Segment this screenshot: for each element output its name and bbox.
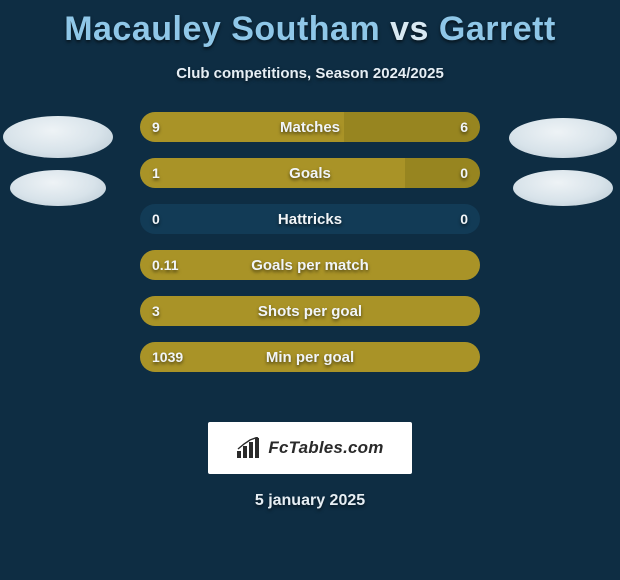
stat-bar-row: 3Shots per goal [140,296,480,326]
silhouette-blob [10,170,106,206]
stat-bar-row: 1039Min per goal [140,342,480,372]
stat-label: Hattricks [140,204,480,234]
player2-silhouette [505,112,620,402]
stat-bar-player2-segment [344,112,480,142]
comparison-arena: 96Matches 10Goals 0 0Hattricks 0.11Goals per… [0,112,620,402]
stat-bar-player1-segment [140,250,480,280]
stat-bar-player1-segment [140,296,480,326]
stat-value-player1: 0 [152,204,160,234]
fctables-logo-icon [236,437,262,459]
stat-bar-row: 0.11Goals per match [140,250,480,280]
snapshot-date: 5 january 2025 [0,492,620,510]
stat-bar-player1-segment [140,158,405,188]
stat-bar-row: 0 0Hattricks [140,204,480,234]
silhouette-blob [3,116,113,158]
silhouette-blob [509,118,617,158]
stat-value-player2: 0 [460,204,468,234]
player2-name: Garrett [439,10,556,48]
vs-separator: vs [390,10,429,48]
stat-bar-row: 10Goals [140,158,480,188]
fctables-badge-text: FcTables.com [268,438,383,458]
player1-silhouette [0,112,115,402]
silhouette-blob [513,170,613,206]
stat-bar-player2-segment [405,158,480,188]
stat-bars-container: 96Matches 10Goals 0 0Hattricks 0.11Goals per… [140,112,480,388]
stat-bar-player1-segment [140,112,344,142]
player1-name: Macauley Southam [64,10,380,48]
comparison-title: Macauley Southam vs Garrett [0,0,620,49]
stat-bar-row: 96Matches [140,112,480,142]
season-subtitle: Club competitions, Season 2024/2025 [0,65,620,82]
fctables-badge: FcTables.com [208,422,412,474]
stat-bar-player1-segment [140,342,480,372]
